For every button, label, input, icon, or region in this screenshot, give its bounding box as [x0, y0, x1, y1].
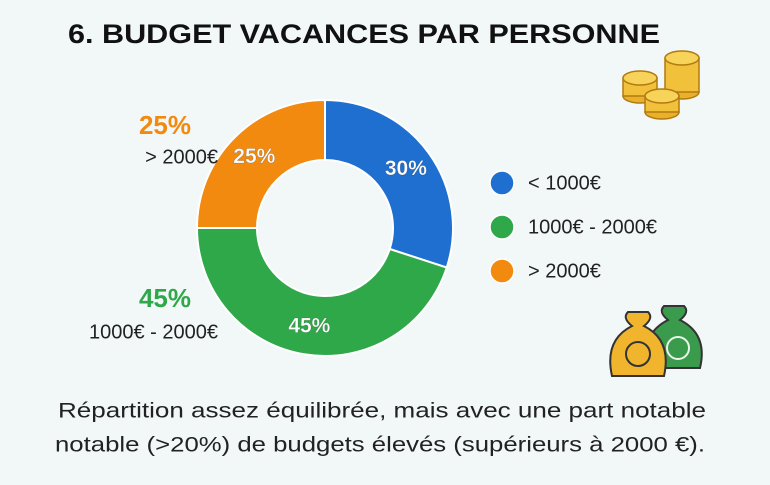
callout-value: 45% — [139, 283, 191, 313]
legend-label: < 1000€ — [528, 172, 601, 194]
slice-label: 25% — [233, 145, 275, 168]
legend-swatch — [489, 170, 515, 196]
donut-slice — [324, 98, 454, 269]
slice-label: 30% — [385, 157, 427, 180]
slice-label: 45% — [288, 314, 330, 337]
caption-line: notable (>20%) de budgets élevés (supéri… — [55, 434, 705, 457]
legend-swatch — [489, 258, 515, 284]
money-bags-icon — [609, 305, 703, 377]
legend-label: 1000€ - 2000€ — [528, 216, 657, 238]
caption-line: Répartition assez équilibrée, mais avec … — [58, 400, 706, 423]
callout-value: 25% — [139, 110, 191, 140]
coins-icon — [622, 50, 700, 120]
callout-category: 1000€ - 2000€ — [89, 321, 218, 343]
callout-category: > 2000€ — [145, 146, 218, 168]
caption: Répartition assez équilibrée, mais avec … — [55, 400, 706, 457]
donut-slice — [195, 98, 326, 229]
chart-title: 6. BUDGET VACANCES PAR PERSONNE — [68, 19, 660, 49]
legend-label: > 2000€ — [528, 260, 601, 282]
donut-slice — [195, 227, 448, 357]
legend-swatch — [489, 214, 515, 240]
